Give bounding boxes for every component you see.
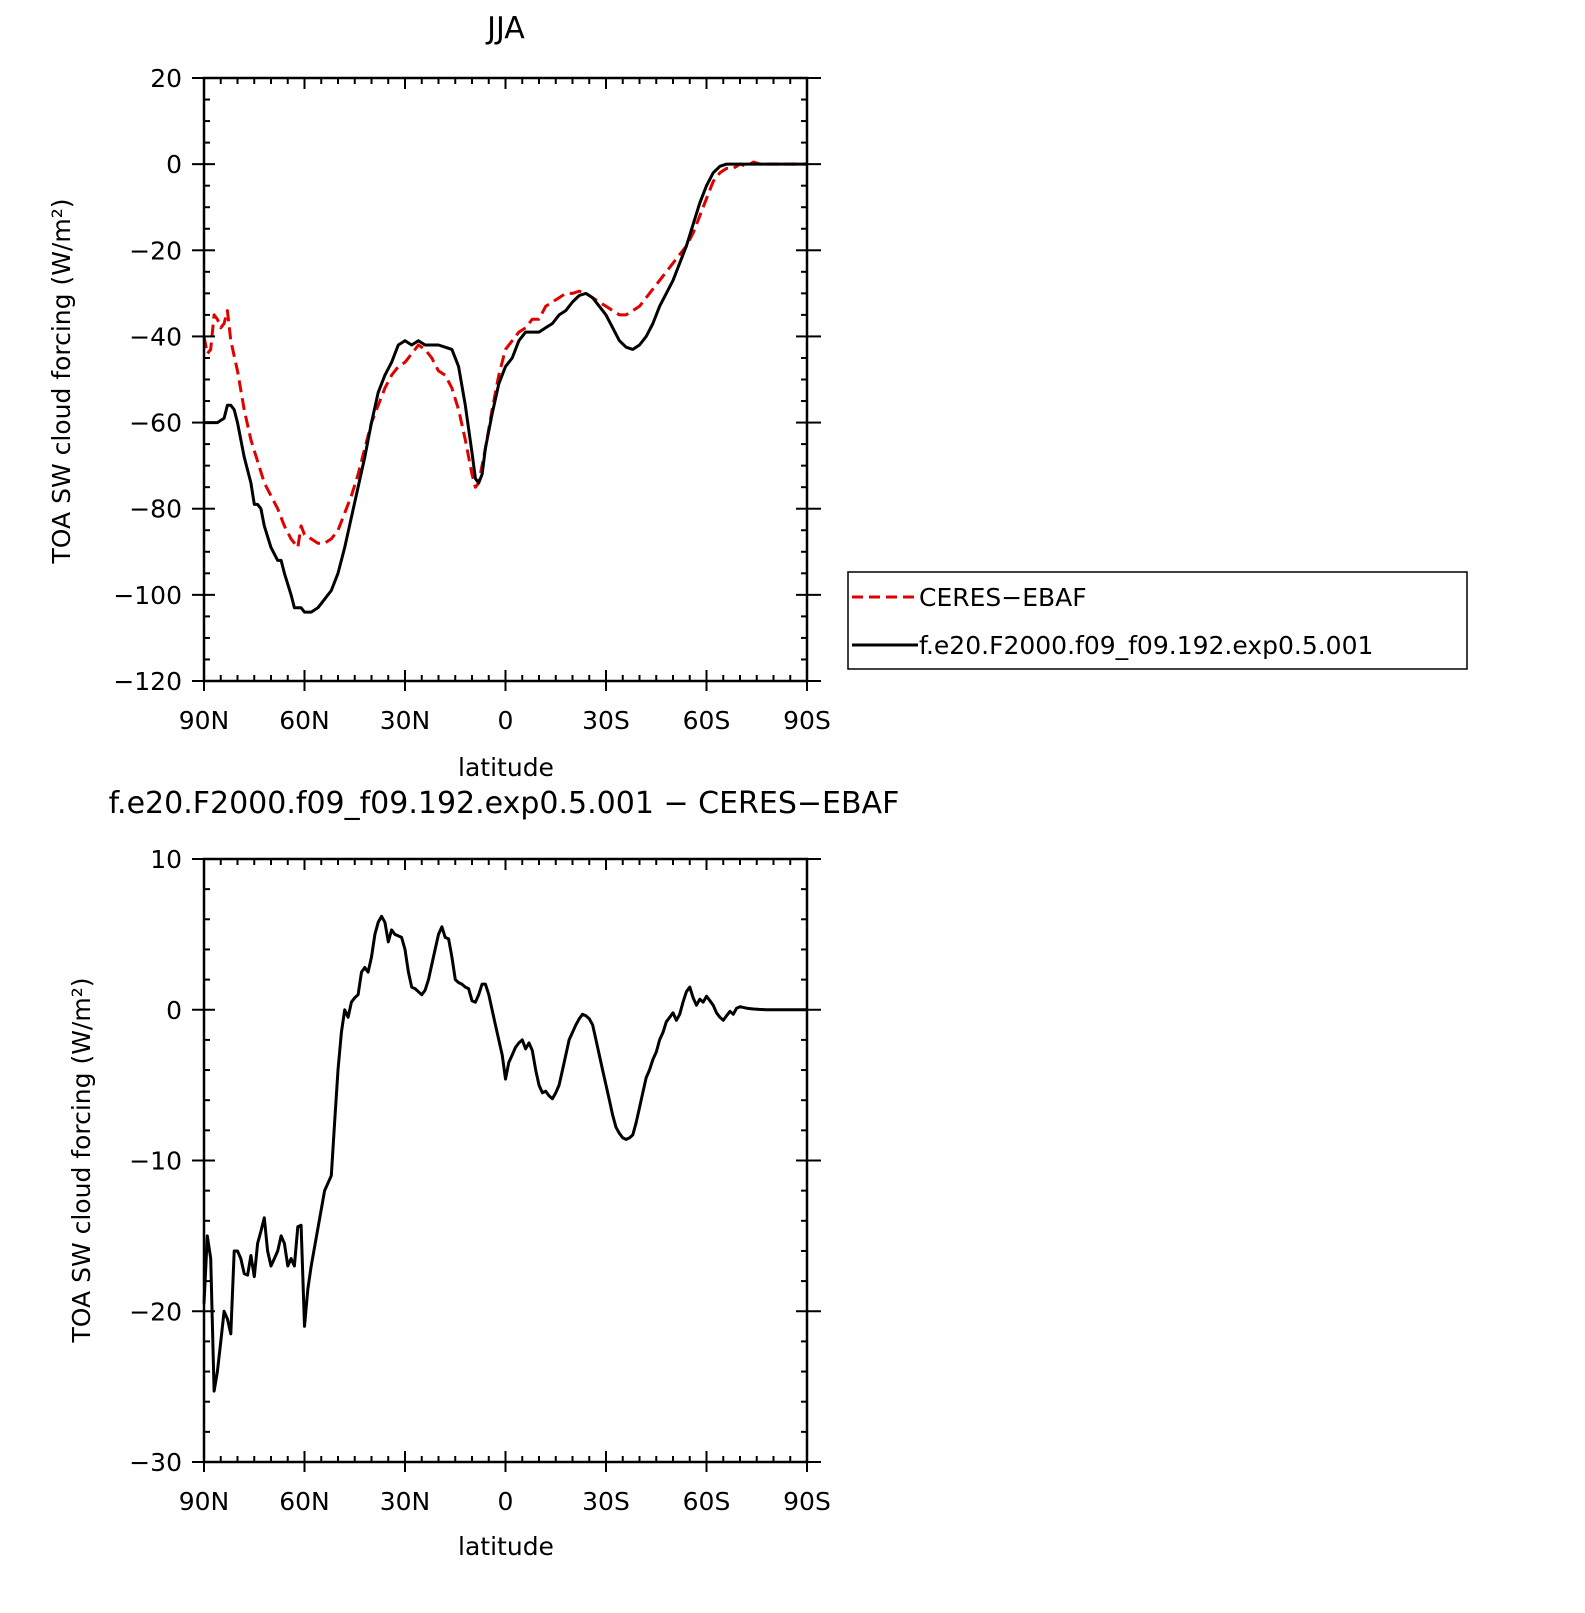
top-chart-xtick-label: 90N (179, 706, 230, 735)
legend-label-ceres: CERES−EBAF (919, 583, 1087, 612)
bottom-chart-xtick-label: 30N (380, 1487, 431, 1516)
bottom-chart-xtick-label: 60N (279, 1487, 330, 1516)
top-chart-xtick-label: 60S (683, 706, 731, 735)
bottom-chart-frame (202, 857, 809, 1464)
legend: CERES−EBAF f.e20.F2000.f09_f09.192.exp0.… (847, 571, 1468, 670)
top-chart-series-line-0 (202, 160, 807, 549)
bottom-chart-xtick-label: 90S (783, 1487, 831, 1516)
bottom-chart-ticks: 90N 60N 30N 0 30S 60S 90S 10 0 −10 −20 −30 (129, 845, 831, 1516)
top-chart-xtick-label: 60N (279, 706, 330, 735)
legend-label-model: f.e20.F2000.f09_f09.192.exp0.5.001 (919, 631, 1373, 660)
top-chart-ticks: 90N 60N 30N 0 30S 60S 90S 20 0 −20 −40 −60 −80 −100 −1… (113, 64, 831, 735)
top-chart-xtick-label: 0 (498, 706, 514, 735)
top-chart-ytick-label: −40 (129, 322, 182, 351)
bottom-chart-title: f.e20.F2000.f09_f09.192.exp0.5.001 − CER… (109, 786, 900, 821)
top-chart-xtick-label: 90S (783, 706, 831, 735)
top-chart-ytick-label: −20 (129, 236, 182, 265)
bottom-chart-ylabel: TOA SW cloud forcing (W/m²) (67, 978, 96, 1344)
top-chart-xtick-label: 30N (380, 706, 431, 735)
bottom-chart-xtick-label: 0 (498, 1487, 514, 1516)
top-chart-ytick-label: −60 (129, 409, 182, 438)
top-chart-ytick-label: −80 (129, 495, 182, 524)
top-chart-panel: JJA 90N 60N 30N 0 30S 60S 90S 20 0 −20 −40 −60 −80 −1… (47, 11, 831, 782)
bottom-chart-ytick-label: −30 (129, 1448, 182, 1477)
top-chart-series-group (202, 160, 807, 614)
top-chart-ylabel: TOA SW cloud forcing (W/m²) (47, 199, 76, 565)
bottom-chart-xtick-label: 90N (179, 1487, 230, 1516)
bottom-chart-panel: f.e20.F2000.f09_f09.192.exp0.5.001 − CER… (67, 786, 899, 1561)
legend-box (847, 571, 1468, 670)
bottom-chart-ytick-label: 10 (150, 845, 182, 874)
bottom-chart-series-group (202, 914, 807, 1393)
top-chart-title: JJA (485, 11, 525, 46)
bottom-chart-series-line-0 (202, 914, 807, 1393)
bottom-chart-ytick-label: −10 (129, 1147, 182, 1176)
top-chart-xlabel: latitude (458, 753, 554, 782)
top-chart-series-line-1 (204, 162, 807, 614)
bottom-chart-ytick-label: 0 (166, 996, 182, 1025)
top-chart-ytick-label: 20 (150, 64, 182, 93)
top-chart-ytick-label: −120 (113, 667, 182, 696)
top-chart-xtick-label: 30S (582, 706, 630, 735)
bottom-chart-xlabel: latitude (458, 1532, 554, 1561)
bottom-chart-ytick-label: −20 (129, 1297, 182, 1326)
top-chart-ytick-label: −100 (113, 581, 182, 610)
bottom-chart-xtick-label: 30S (582, 1487, 630, 1516)
top-chart-ytick-label: 0 (166, 150, 182, 179)
bottom-chart-xtick-label: 60S (683, 1487, 731, 1516)
